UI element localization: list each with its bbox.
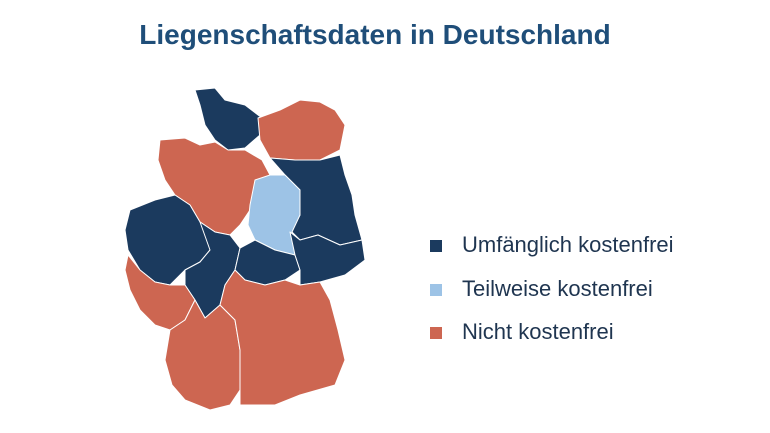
germany-map [124, 87, 366, 411]
legend-swatch [430, 240, 442, 252]
legend-label: Teilweise kostenfrei [462, 276, 653, 301]
legend-swatch [430, 327, 442, 339]
bayern [219, 269, 346, 406]
legend-swatch [430, 284, 442, 296]
title: Liegenschaftsdaten in Deutschland [139, 19, 610, 50]
legend-label: Nicht kostenfrei [462, 319, 614, 344]
legend: Umfänglich kostenfrei Teilweise kostenfre… [430, 232, 674, 344]
schleswig-holstein [194, 87, 263, 151]
legend-label: Umfänglich kostenfrei [462, 232, 674, 257]
mecklenburg-vorpommern [257, 99, 346, 161]
sachsen [289, 231, 366, 286]
